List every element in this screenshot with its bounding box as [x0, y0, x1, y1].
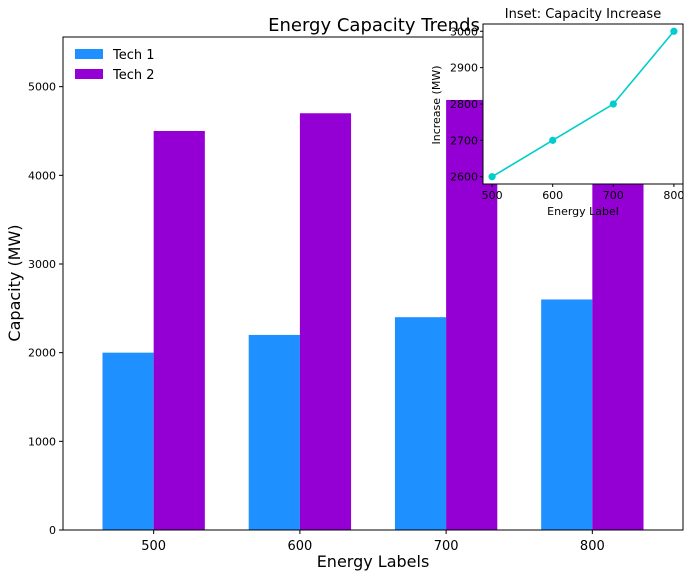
inset-y-tick-label: 2700 [450, 134, 478, 147]
y-tick-label: 4000 [28, 169, 56, 182]
inset-y-tick-label: 2800 [450, 98, 478, 111]
inset-y-tick-label: 2600 [450, 171, 478, 184]
inset-y-axis-label: Increase (MW) [430, 66, 443, 145]
bar-tech-1-700 [394, 317, 447, 530]
main-plot-frame [62, 36, 684, 531]
bar-tech-1-600 [248, 334, 300, 530]
legend: Tech 1 Tech 2 [75, 48, 155, 83]
inset-point-500 [488, 173, 496, 181]
y-tick-label: 3000 [28, 258, 56, 271]
y-tick-label: 5000 [28, 81, 56, 94]
inset-series-line [491, 30, 675, 178]
y-tick-label: 0 [49, 524, 56, 537]
inset-y-tick-label: 2900 [450, 62, 478, 75]
inset-point-700 [609, 100, 617, 108]
inset-x-tick-label: 600 [542, 189, 563, 202]
y-axis-label: Capacity (MW) [5, 224, 24, 341]
inset-x-axis-label: Energy Label [547, 205, 619, 218]
inset-x-tick-label: 700 [603, 189, 624, 202]
x-axis-label: Energy Labels [317, 552, 430, 571]
bar-tech-1-500 [102, 352, 154, 530]
main-plot-area: 500 600 700 800 0 1000 2000 3000 4000 5000 [28, 81, 644, 554]
inset-background [483, 24, 683, 184]
legend-swatch-tech-1 [75, 49, 103, 59]
inset-plot-area: 500 600 700 800 2600 2700 2800 2900 3000 [450, 25, 684, 202]
chart-title: Energy Capacity Trends [268, 15, 480, 36]
y-tick-label: 2000 [28, 347, 56, 360]
inset-x-tick-label: 800 [663, 189, 684, 202]
bar-tech-1-800 [541, 299, 593, 530]
bar-tech-2-600 [299, 113, 352, 530]
x-tick-label: 600 [287, 539, 312, 554]
legend-swatch-tech-2 [75, 69, 103, 79]
y-tick-label: 1000 [28, 435, 56, 448]
inset-point-800 [670, 27, 678, 35]
inset-x-tick-label: 500 [482, 189, 503, 202]
x-tick-label: 700 [434, 539, 459, 554]
legend-label-tech-1: Tech 1 [112, 48, 155, 63]
inset-chart: 500 600 700 800 2600 2700 2800 2900 3000 Inset: … [430, 7, 684, 218]
legend-label-tech-2: Tech 2 [112, 68, 155, 83]
inset-point-600 [549, 136, 557, 144]
x-tick-label: 500 [141, 539, 166, 554]
x-tick-label: 800 [580, 539, 605, 554]
inset-plot-frame [482, 23, 684, 185]
inset-title: Inset: Capacity Increase [505, 7, 661, 22]
inset-y-tick-label: 3000 [450, 25, 478, 38]
bar-tech-2-500 [153, 130, 205, 531]
